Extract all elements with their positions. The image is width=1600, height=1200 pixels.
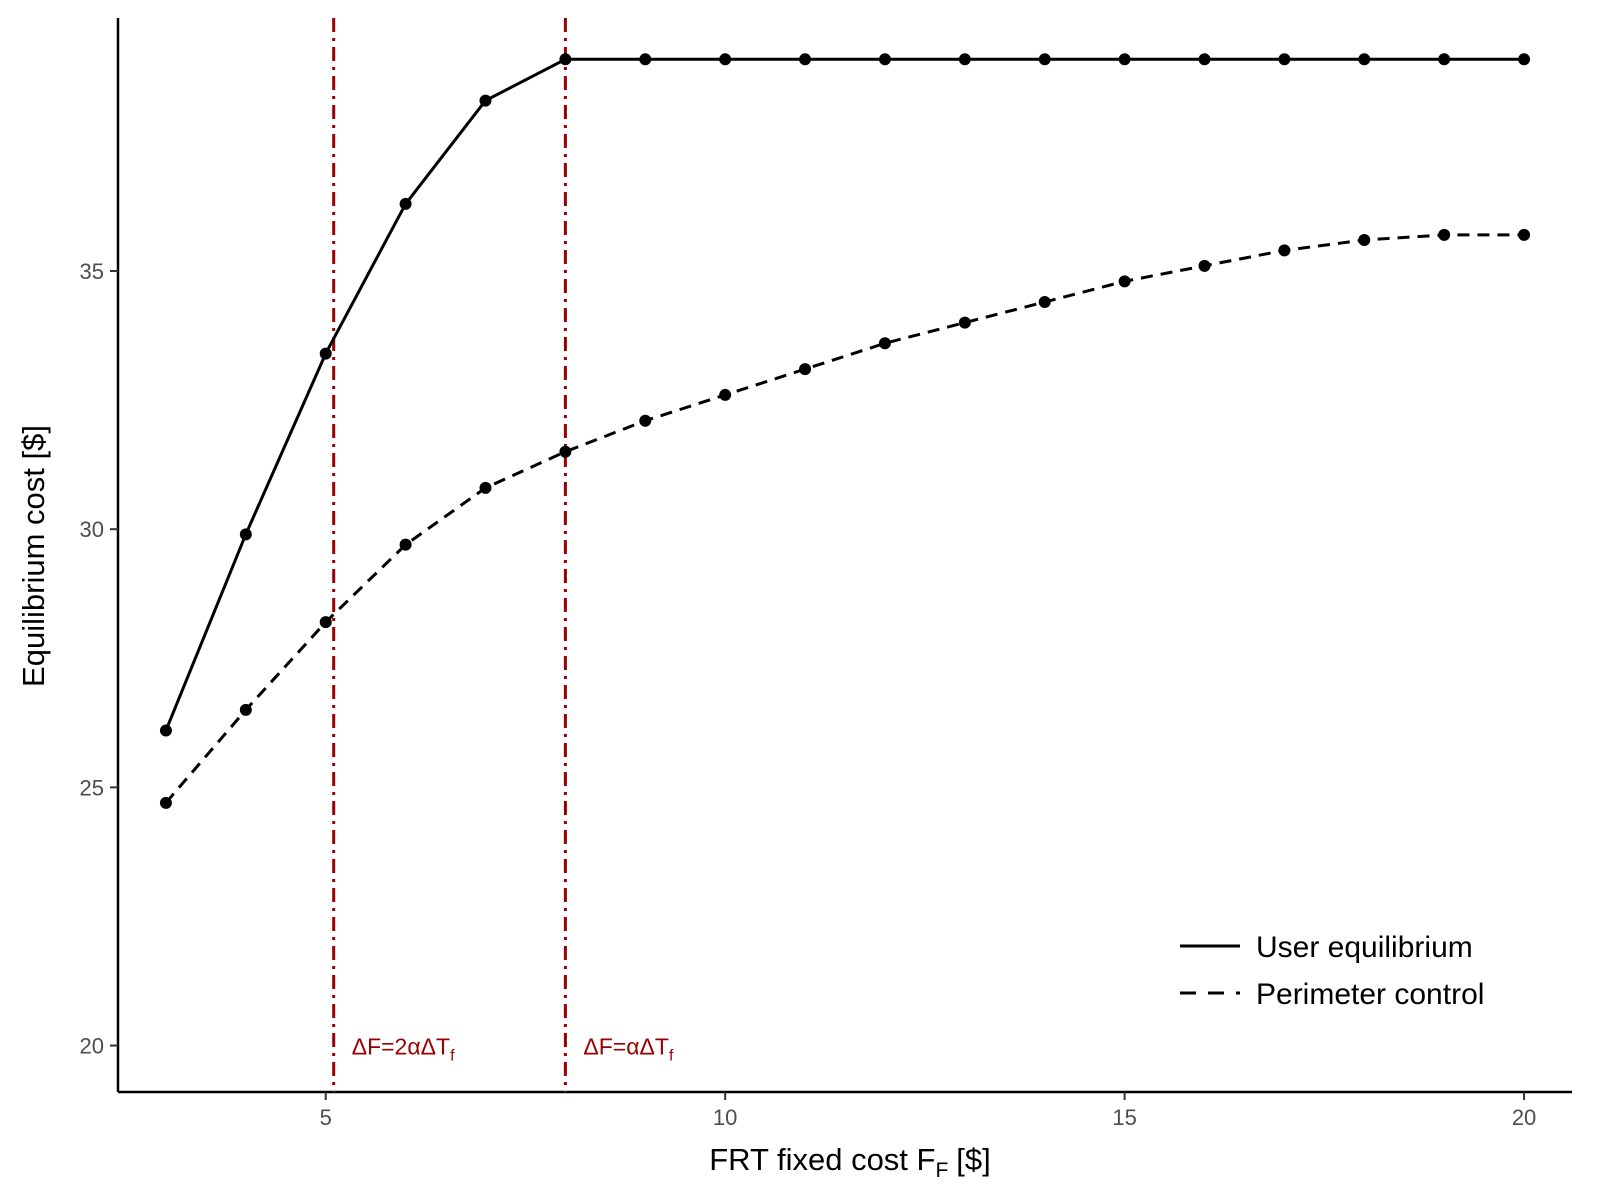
data-point-user-equilibrium <box>479 94 492 107</box>
data-point-user-equilibrium <box>639 53 652 66</box>
data-point-user-equilibrium <box>1438 53 1451 66</box>
y-axis-title: Equilibrium cost [$] <box>16 425 51 687</box>
data-point-perimeter-control <box>479 481 492 494</box>
x-axis-title-main: FRT fixed cost F <box>709 1142 935 1177</box>
reference-annotation-subscript: f <box>450 1048 455 1065</box>
data-point-user-equilibrium <box>399 197 412 210</box>
data-point-perimeter-control <box>1038 295 1051 308</box>
reference-annotation-2: ΔF=αΔTf <box>583 1034 674 1065</box>
data-point-perimeter-control <box>1278 244 1291 257</box>
data-point-perimeter-control <box>639 414 652 427</box>
y-tick-label: 30 <box>80 517 104 542</box>
data-point-user-equilibrium <box>559 53 572 66</box>
data-point-perimeter-control <box>878 337 891 350</box>
legend: User equilibrium Perimeter control <box>1180 931 1484 1011</box>
series-line-user-equilibrium <box>164 57 1525 732</box>
data-point-perimeter-control <box>719 388 732 401</box>
reference-annotation-main: ΔF=2αΔT <box>352 1034 450 1060</box>
data-point-perimeter-control <box>399 538 412 551</box>
data-point-perimeter-control <box>799 363 812 376</box>
data-point-user-equilibrium <box>319 347 332 360</box>
reference-annotation-1: ΔF=2αΔTf <box>352 1034 455 1065</box>
series-line-perimeter-control <box>164 233 1525 804</box>
reference-annotation-main: ΔF=αΔT <box>583 1034 669 1060</box>
legend-label-user-equilibrium: User equilibrium <box>1256 931 1473 964</box>
data-point-perimeter-control <box>1438 228 1451 241</box>
data-point-user-equilibrium <box>958 53 971 66</box>
y-tick-label: 20 <box>80 1034 104 1059</box>
x-tick-label: 20 <box>1512 1105 1536 1130</box>
data-point-user-equilibrium <box>1038 53 1051 66</box>
data-point-user-equilibrium <box>1198 53 1211 66</box>
x-tick-label: 15 <box>1112 1105 1136 1130</box>
data-point-user-equilibrium <box>1518 53 1531 66</box>
data-point-user-equilibrium <box>1278 53 1291 66</box>
data-point-user-equilibrium <box>878 53 891 66</box>
data-point-user-equilibrium <box>1358 53 1371 66</box>
data-point-user-equilibrium <box>799 53 812 66</box>
legend-label-perimeter-control: Perimeter control <box>1256 978 1484 1011</box>
x-tick-label: 5 <box>320 1105 332 1130</box>
data-point-perimeter-control <box>559 445 572 458</box>
data-point-user-equilibrium <box>239 528 252 541</box>
data-point-perimeter-control <box>1198 259 1211 272</box>
data-point-user-equilibrium <box>719 53 732 66</box>
y-tick-label: 35 <box>80 259 104 284</box>
x-axis-title: FRT fixed cost FF [$] <box>709 1142 991 1182</box>
data-point-perimeter-control <box>958 316 971 329</box>
data-point-perimeter-control <box>1518 228 1531 241</box>
data-point-perimeter-control <box>1358 234 1371 247</box>
data-point-user-equilibrium <box>1118 53 1131 66</box>
y-tick-label: 25 <box>80 775 104 800</box>
reference-annotation-subscript: f <box>669 1048 674 1065</box>
x-axis-title-unit: [$] <box>956 1142 990 1177</box>
data-point-perimeter-control <box>239 703 252 716</box>
data-point-perimeter-control <box>319 616 332 629</box>
x-axis-title-subscript: F <box>935 1159 948 1182</box>
data-point-perimeter-control <box>1118 275 1131 288</box>
data-point-user-equilibrium <box>159 724 172 737</box>
data-point-perimeter-control <box>159 796 172 809</box>
x-tick-label: 10 <box>713 1105 737 1130</box>
